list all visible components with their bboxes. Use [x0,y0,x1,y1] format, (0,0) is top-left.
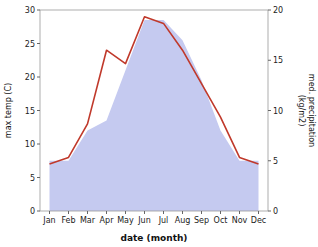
y-tick-label: 5 [30,174,35,183]
y-tick [37,211,40,212]
x-tick [201,211,202,214]
y-tick-label: 20 [25,73,35,82]
chart: 0 5 10 15 20 25 30 0 5 10 15 20 Jan Feb Mar AprMayJun Ju… [0,0,318,247]
y-tick [37,43,40,44]
x-tick [87,211,88,214]
x-tick-label: Sep [194,216,209,225]
x-tick [125,211,126,214]
y-tick [37,10,40,11]
y-tick-label: 0 [30,207,35,216]
x-tick [182,211,183,214]
y2-tick-label: 10 [273,107,283,116]
y-tick-label: 10 [25,140,35,149]
y2-axis-label-line: (kg/m2) [297,95,306,127]
x-tick-label: May [117,216,134,225]
x-tick [220,211,221,214]
x-tick-label: Oct [214,216,228,225]
y2-tick-label: 20 [273,6,283,15]
plot-area [50,17,259,211]
x-tick [68,211,69,214]
y-tick-label: 30 [25,6,35,15]
y2-tick-label: 0 [273,207,278,216]
x-tick [144,211,145,214]
y-tick [37,110,40,111]
y2-axis-label-line: med. precipitation [307,74,316,147]
y2-tick [268,10,271,11]
x-tick-label: Feb [61,216,75,225]
y-tick-label: 15 [25,107,35,116]
x-tick-label: Jan [42,216,55,225]
x-axis-label: date (month) [121,233,188,243]
y2-tick [268,110,271,111]
y-tick [37,177,40,178]
x-tick-label: Apr [100,216,115,225]
x-tick-label: Jul [158,216,169,225]
x-tick [239,211,240,214]
x-tick-label: Jun [137,216,151,225]
x-tick-label: Dec [251,216,266,225]
y2-tick [268,211,271,212]
x-tick [106,211,107,214]
plot-frame [40,10,268,211]
x-tick [258,211,259,214]
x-tick-label: Nov [232,216,248,225]
y2-tick [268,60,271,61]
y2-axis-label: med. precipitation(kg/m2) [297,74,316,147]
y2-tick-label: 5 [273,157,278,166]
y2-tick-label: 15 [273,56,283,65]
y-tick [37,144,40,145]
y2-tick [268,160,271,161]
x-tick [163,211,164,214]
y-tick-label: 25 [25,40,35,49]
precipitation-area [50,20,259,211]
x-tick-label: Mar [80,216,96,225]
y-axis-label: max temp (C) [4,83,13,138]
y-tick [37,77,40,78]
x-tick [49,211,50,214]
temperature-line [50,17,259,164]
x-tick-label: Aug [175,216,191,225]
